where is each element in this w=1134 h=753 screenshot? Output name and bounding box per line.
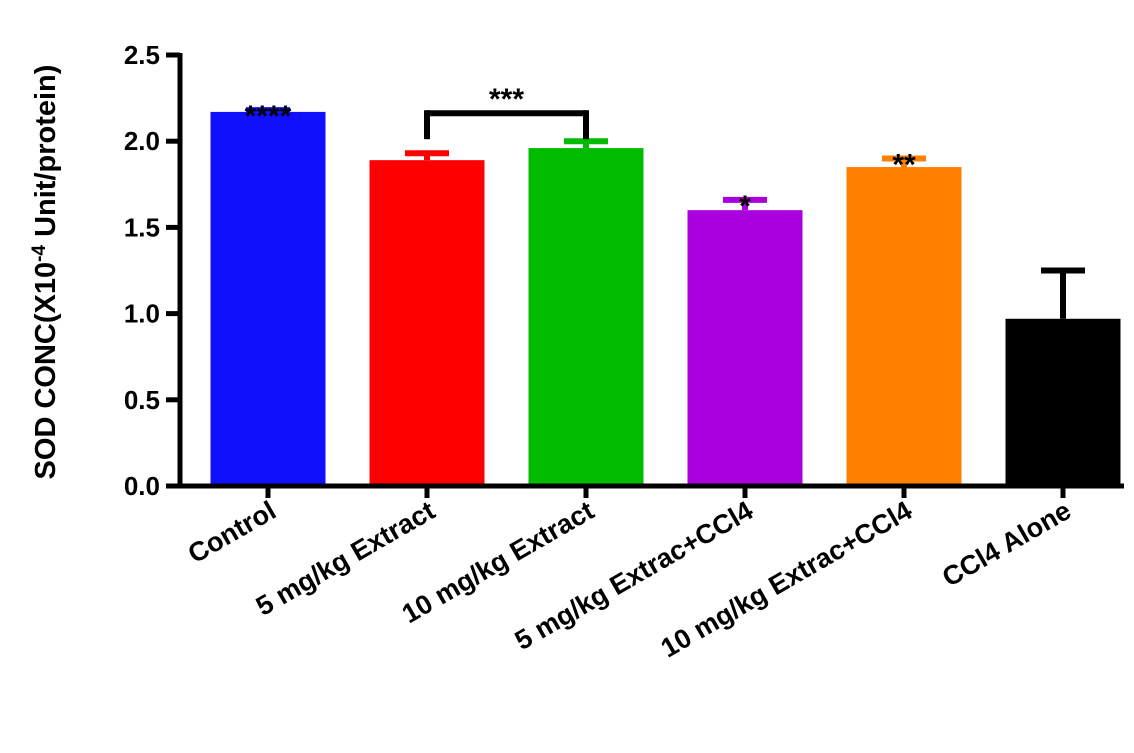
significance-label-4: ** — [892, 148, 916, 181]
x-tick-label-4: 10 mg/kg Extrac+CCl4 — [656, 495, 917, 663]
bars-group — [210, 111, 1121, 486]
bar-0 — [210, 111, 326, 486]
y-ticks-group: 0.0 0.5 1.0 1.5 2.0 2.5 — [124, 40, 180, 501]
comparison-bracket: *** — [424, 83, 589, 140]
y-tick-label-0: 0.0 — [124, 471, 160, 501]
bar-5 — [1005, 318, 1121, 486]
y-tick-label-1: 0.5 — [124, 385, 160, 415]
x-tick-label-5: CCl4 Alone — [937, 495, 1076, 592]
y-tick-label-3: 1.5 — [124, 212, 160, 242]
y-axis-label: SOD CONC(X10-4 Unit/protein) — [29, 65, 63, 480]
y-tick-label-5: 2.5 — [124, 40, 160, 70]
bar-4 — [846, 167, 962, 486]
y-tick-label-2: 1.0 — [124, 299, 160, 329]
significance-markers-group: ******* — [245, 100, 916, 223]
error-bars-group — [246, 107, 1085, 319]
bar-2 — [528, 148, 644, 486]
x-tick-label-0: Control — [183, 495, 281, 569]
significance-label-0: **** — [245, 100, 292, 133]
y-axis-label-suffix: Unit/protein) — [30, 65, 62, 245]
bar-1 — [369, 160, 485, 486]
bracket-label: *** — [489, 83, 524, 116]
y-tick-label-4: 2.0 — [124, 126, 160, 156]
y-axis-label-prefix: SOD CONC(X10 — [30, 262, 62, 480]
bar-3 — [687, 210, 803, 486]
significance-label-3: * — [739, 190, 751, 223]
y-axis-label-exponent: -4 — [29, 245, 50, 262]
axes-group — [177, 53, 1124, 489]
